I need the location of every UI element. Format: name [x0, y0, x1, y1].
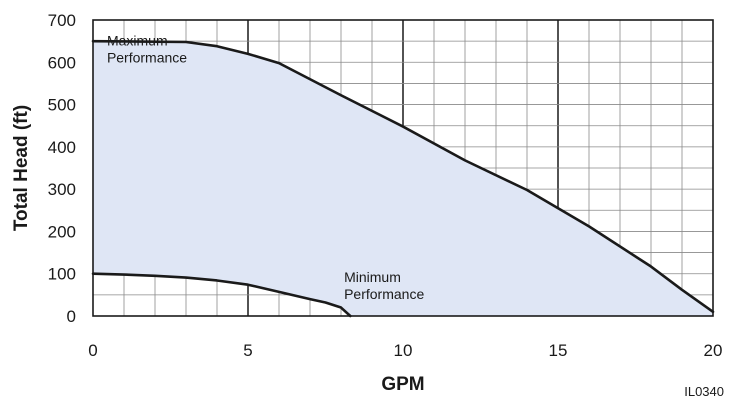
plot-frame	[92, 19, 714, 317]
y-tick-label: 500	[48, 96, 76, 115]
annotation-maximum-performance: Maximum Performance	[107, 32, 187, 65]
x-axis-title: GPM	[381, 374, 424, 395]
x-tick-label: 5	[243, 341, 252, 360]
annotation-minimum-performance: Minimum Performance	[344, 269, 424, 302]
y-tick-label: 100	[48, 265, 76, 284]
y-tick-label: 200	[48, 222, 76, 241]
y-tick-label: 300	[48, 180, 76, 199]
y-tick-label: 400	[48, 138, 76, 157]
x-tick-labels: 0 5 10 15 20	[88, 341, 722, 360]
annotations: Maximum Performance Minimum Performance	[107, 32, 425, 302]
maximum-performance-line	[91, 39, 715, 314]
x-tick-label: 0	[88, 341, 97, 360]
minimum-performance-line	[91, 272, 352, 318]
x-tick-label: 10	[394, 341, 413, 360]
y-tick-label: 700	[48, 11, 76, 30]
figure-code: IL0340	[684, 384, 724, 399]
y-tick-label: 600	[48, 53, 76, 72]
performance-envelope-area	[93, 41, 713, 317]
x-tick-label: 15	[549, 341, 568, 360]
y-tick-label: 0	[67, 307, 76, 326]
series-lines	[91, 39, 715, 318]
y-tick-labels: 0 100 200 300 400 500 600 700	[48, 11, 76, 326]
y-axis-title: Total Head (ft)	[11, 105, 32, 231]
x-tick-label: 20	[704, 341, 723, 360]
